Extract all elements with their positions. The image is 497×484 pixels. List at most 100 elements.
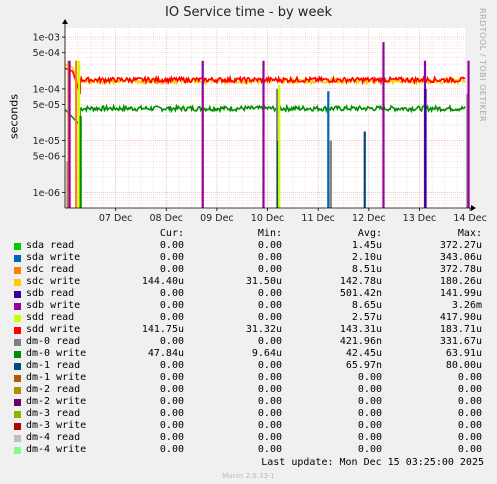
- legend-max: 63.91u: [445, 348, 482, 359]
- legend-avg: 0.00: [357, 396, 382, 407]
- legend-cur: 0.00: [159, 384, 184, 395]
- legend-label: sdd read: [26, 312, 75, 323]
- y-tick-label: 1e-04: [33, 84, 60, 95]
- legend-item: sda read 0.00 0.00 1.45u 372.27u: [0, 240, 497, 252]
- x-tick-label: 11 Dec: [301, 213, 335, 224]
- legend-max: 3.26m: [451, 300, 482, 311]
- legend-max: 183.71u: [439, 324, 482, 335]
- x-tick-label: 14 Dec: [453, 213, 487, 224]
- legend-cur: 0.00: [159, 420, 184, 431]
- legend-avg: 1.45u: [351, 240, 382, 251]
- legend-swatch: [14, 435, 21, 442]
- x-tick-label: 08 Dec: [150, 213, 184, 224]
- legend-header: Cur: Min: Avg: Max:: [0, 228, 497, 240]
- x-tick-label: 09 Dec: [200, 213, 234, 224]
- col-min: Min:: [257, 228, 282, 239]
- legend-avg: 0.00: [357, 384, 382, 395]
- legend-swatch: [14, 375, 21, 382]
- legend-cur: 0.00: [159, 372, 184, 383]
- legend-max: 0.00: [457, 444, 482, 455]
- legend-swatch: [14, 363, 21, 370]
- axes: 1e-06 5e-06 1e-05 5e-05 1e-04 5e-04 1e-03 07 De…: [33, 19, 487, 224]
- legend-cur: 0.00: [159, 300, 184, 311]
- legend-label: sdc write: [26, 276, 81, 287]
- legend-min: 0.00: [257, 420, 282, 431]
- legend-cur: 0.00: [159, 252, 184, 263]
- legend-item: dm-4 write 0.00 0.00 0.00 0.00: [0, 444, 497, 456]
- legend-avg: 143.31u: [339, 324, 382, 335]
- legend-swatch: [14, 387, 21, 394]
- legend-label: dm-1 read: [26, 360, 81, 371]
- x-tick-label: 07 Dec: [99, 213, 133, 224]
- legend-swatch: [14, 399, 21, 406]
- legend-item: sdd read 0.00 0.00 2.57u 417.90u: [0, 312, 497, 324]
- legend-max: 0.00: [457, 408, 482, 419]
- plot-background: [65, 28, 465, 208]
- legend-label: dm-3 write: [26, 420, 87, 431]
- x-tick-label: 13 Dec: [403, 213, 437, 224]
- legend-swatch: [14, 303, 21, 310]
- legend-max: 80.00u: [445, 360, 482, 371]
- legend-label: sdb read: [26, 288, 75, 299]
- legend-label: sdc read: [26, 264, 75, 275]
- legend-avg: 0.00: [357, 444, 382, 455]
- legend-label: dm-0 write: [26, 348, 87, 359]
- legend-label: sdd write: [26, 324, 81, 335]
- legend-avg: 0.00: [357, 408, 382, 419]
- legend-item: dm-1 read 0.00 0.00 65.97n 80.00u: [0, 360, 497, 372]
- legend-max: 0.00: [457, 384, 482, 395]
- legend-min: 9.64u: [251, 348, 282, 359]
- legend-label: dm-2 read: [26, 384, 81, 395]
- legend-cur: 47.84u: [147, 348, 184, 359]
- legend-item: sdb read 0.00 0.00 501.42n 141.99u: [0, 288, 497, 300]
- y-tick-label: 1e-06: [33, 188, 60, 199]
- legend-min: 0.00: [257, 360, 282, 371]
- legend-swatch: [14, 447, 21, 454]
- legend-min: 0.00: [257, 372, 282, 383]
- legend-avg: 42.45u: [345, 348, 382, 359]
- legend-swatch: [14, 411, 21, 418]
- x-axis-arrow: [471, 205, 476, 211]
- series-line-dm-0-write: [64, 103, 466, 128]
- y-tick-label: 5e-04: [33, 48, 60, 59]
- legend-max: 0.00: [457, 396, 482, 407]
- legend-swatch: [14, 255, 21, 262]
- legend-max: 331.67u: [439, 336, 482, 347]
- legend-avg: 421.96n: [339, 336, 382, 347]
- legend-item: sdb write 0.00 0.00 8.65u 3.26m: [0, 300, 497, 312]
- legend-min: 0.00: [257, 240, 282, 251]
- legend-label: sda write: [26, 252, 81, 263]
- legend-min: 0.00: [257, 336, 282, 347]
- col-cur: Cur:: [159, 228, 184, 239]
- legend-swatch: [14, 327, 21, 334]
- y-tick-label: 1e-03: [33, 33, 60, 44]
- legend-cur: 0.00: [159, 288, 184, 299]
- legend-min: 0.00: [257, 444, 282, 455]
- legend-label: sda read: [26, 240, 75, 251]
- legend-avg: 0.00: [357, 420, 382, 431]
- x-tick-label: 10 Dec: [251, 213, 285, 224]
- legend-max: 372.78u: [439, 264, 482, 275]
- legend-max: 372.27u: [439, 240, 482, 251]
- legend-avg: 2.10u: [351, 252, 382, 263]
- legend-avg: 501.42n: [339, 288, 382, 299]
- legend-avg: 65.97n: [345, 360, 382, 371]
- series-line-sdd-write: [64, 67, 466, 95]
- legend-swatch: [14, 267, 21, 274]
- x-tick-label: 12 Dec: [352, 213, 386, 224]
- legend-cur: 0.00: [159, 360, 184, 371]
- legend-swatch: [14, 339, 21, 346]
- legend-cur: 141.75u: [141, 324, 184, 335]
- legend-item: dm-2 read 0.00 0.00 0.00 0.00: [0, 384, 497, 396]
- legend-max: 417.90u: [439, 312, 482, 323]
- legend-min: 0.00: [257, 252, 282, 263]
- y-tick-label: 5e-06: [33, 152, 60, 163]
- legend-label: dm-0 read: [26, 336, 81, 347]
- legend-cur: 0.00: [159, 336, 184, 347]
- munin-version: Munin 2.0.33-1: [222, 472, 275, 480]
- legend-cur: 0.00: [159, 312, 184, 323]
- watermark: RRDTOOL / TOBI OETIKER: [478, 8, 487, 123]
- legend-max: 180.26u: [439, 276, 482, 287]
- legend-min: 0.00: [257, 396, 282, 407]
